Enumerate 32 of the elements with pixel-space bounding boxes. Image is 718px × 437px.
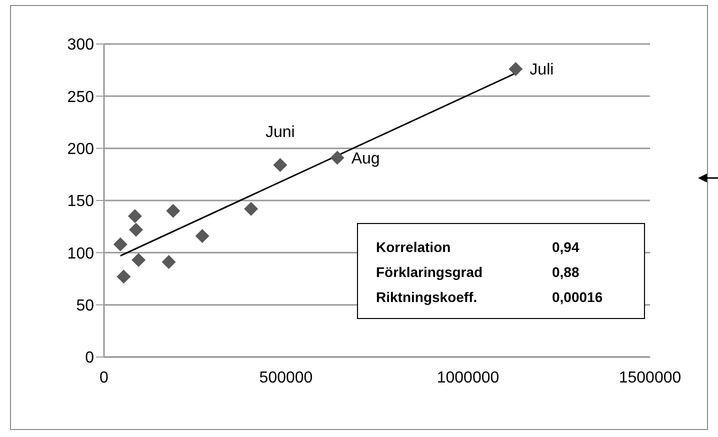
x-tick-label: 500000 [259,369,313,386]
x-tick-label: 0 [100,369,109,386]
point [273,158,288,172]
annotation: Juli [530,62,554,79]
point [129,222,144,237]
point [128,209,142,224]
y-tick-label: 250 [67,88,94,106]
point [508,62,523,76]
annotation: Juni [265,124,295,142]
point [132,252,146,267]
x-tick-label: 1500000 [618,369,682,386]
y-tick-label: 200 [67,141,94,158]
y-tick-label: 300 [67,36,94,54]
y-tick-label: 50 [76,298,94,315]
point [162,255,176,270]
annotation: 0,94 [552,238,580,257]
y-tick-label: 100 [67,245,94,262]
annotation: Riktningskoeff. [376,288,478,307]
point [113,237,128,252]
point [166,204,180,218]
annotation: 0,00016 [552,288,603,307]
annotation: Förklaringsgrad [376,263,484,282]
x-tick-label: 1000000 [436,369,500,386]
point [330,150,344,165]
annotation: Aug [351,150,380,168]
annotation: 0,88 [552,263,580,282]
y-tick-label: 0 [85,350,94,367]
point [195,228,210,243]
y-tick-label: 150 [67,193,94,210]
annotation: Korrelation [376,238,452,257]
point [116,270,131,284]
point [244,202,258,216]
